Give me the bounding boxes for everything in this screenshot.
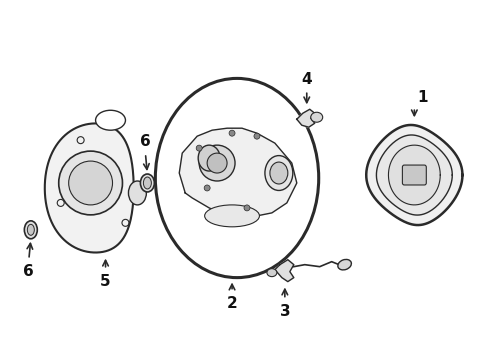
Ellipse shape <box>27 224 34 235</box>
Ellipse shape <box>24 221 37 239</box>
Ellipse shape <box>205 205 259 227</box>
Ellipse shape <box>270 162 288 184</box>
Text: 2: 2 <box>227 296 238 311</box>
Polygon shape <box>275 260 294 282</box>
Circle shape <box>207 153 227 173</box>
Circle shape <box>196 145 202 151</box>
Text: 6: 6 <box>24 264 34 279</box>
Polygon shape <box>297 109 315 127</box>
Ellipse shape <box>338 260 351 270</box>
Circle shape <box>59 151 122 215</box>
Polygon shape <box>366 125 463 225</box>
Ellipse shape <box>144 177 151 189</box>
Ellipse shape <box>198 145 220 171</box>
Ellipse shape <box>265 156 293 190</box>
Ellipse shape <box>267 269 277 276</box>
Ellipse shape <box>96 110 125 130</box>
Polygon shape <box>389 145 440 205</box>
FancyBboxPatch shape <box>402 165 426 185</box>
Text: 1: 1 <box>417 90 428 105</box>
Ellipse shape <box>311 112 323 122</box>
Polygon shape <box>376 135 452 215</box>
Ellipse shape <box>141 174 154 192</box>
Text: 3: 3 <box>279 304 290 319</box>
Circle shape <box>244 205 250 211</box>
Circle shape <box>254 133 260 139</box>
Polygon shape <box>45 123 134 252</box>
Circle shape <box>229 130 235 136</box>
Ellipse shape <box>128 181 147 205</box>
Text: 6: 6 <box>140 134 151 149</box>
Text: 4: 4 <box>301 72 312 87</box>
Circle shape <box>69 161 113 205</box>
Circle shape <box>199 145 235 181</box>
Circle shape <box>204 185 210 191</box>
Text: 5: 5 <box>100 274 111 289</box>
Polygon shape <box>179 128 297 218</box>
